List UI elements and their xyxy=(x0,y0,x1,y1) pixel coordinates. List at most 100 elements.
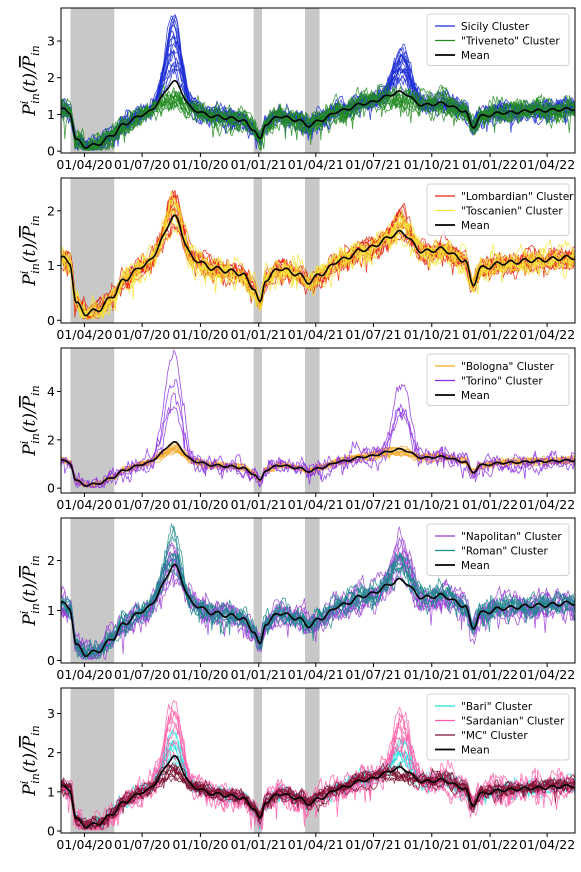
x-tick-label: 01/01/21 xyxy=(231,837,287,852)
series-line-3-10 xyxy=(61,771,575,831)
x-tick-label: 01/10/20 xyxy=(172,157,228,172)
series-group xyxy=(61,13,575,152)
legend-entry: Mean xyxy=(461,50,490,62)
y-label-part: in xyxy=(29,433,42,444)
y-label-part: in xyxy=(29,45,42,56)
x-tick-label: 01/04/20 xyxy=(56,497,112,512)
shaded-period-1 xyxy=(70,348,115,493)
plot-frame xyxy=(60,687,576,834)
x-tick-label: 01/04/21 xyxy=(288,837,344,852)
y-label-part: (t)/ xyxy=(20,745,40,773)
x-tick-label: 01/07/21 xyxy=(345,667,401,682)
legend: "Bari" Cluster "Sardanian" Cluster "MC" Cl… xyxy=(426,693,570,761)
x-tick-label: 01/07/21 xyxy=(345,157,401,172)
legend: "Bologna" Cluster "Torino" Cluster Mean xyxy=(426,353,570,406)
y-axis-label: Piin(t)/Pin xyxy=(18,215,42,286)
legend-box xyxy=(426,353,570,406)
x-tick-label: 01/04/22 xyxy=(519,837,575,852)
mean-line xyxy=(61,214,575,317)
y-label-part: in xyxy=(29,215,42,226)
series-line-2-11 xyxy=(61,85,575,152)
y-label-part: (t)/ xyxy=(20,405,40,433)
shaded-period-1 xyxy=(70,688,115,833)
x-tick-label: 01/07/20 xyxy=(114,667,170,682)
series-line-2-6 xyxy=(61,211,575,320)
series-line-2-2 xyxy=(61,522,575,655)
shaded-period-2 xyxy=(253,348,262,493)
plot-frame xyxy=(60,7,576,154)
legend-entry: Mean xyxy=(461,220,490,232)
legend-entry: "Sardanian" Cluster xyxy=(461,715,565,727)
y-tick-label: 1 xyxy=(47,107,55,122)
y-label-part: P xyxy=(20,614,40,627)
series-line-2-8 xyxy=(61,190,575,320)
x-tick-label: 01/01/22 xyxy=(462,667,518,682)
x-tick-label: 01/07/21 xyxy=(345,497,401,512)
plot-frame xyxy=(60,517,576,664)
y-axis-label: Piin(t)/Pin xyxy=(18,555,42,626)
y-tick-label: 3 xyxy=(47,706,55,721)
y-label-part: in xyxy=(29,555,42,566)
y-tick-label: 0 xyxy=(47,144,55,159)
shaded-period-2 xyxy=(253,688,262,833)
legend: Sicily Cluster "Triveneto" Cluster Mean xyxy=(426,13,570,66)
shaded-period-3 xyxy=(305,688,320,833)
series-group xyxy=(61,522,575,661)
legend-entry: "Bari" Cluster xyxy=(461,701,533,713)
x-tick-label: 01/10/21 xyxy=(404,667,460,682)
y-label-part: in xyxy=(29,263,42,274)
x-tick-label: 01/04/21 xyxy=(288,667,344,682)
y-tick-label: 2 xyxy=(47,203,55,218)
series-line-3-6 xyxy=(61,762,575,829)
mean-line xyxy=(61,563,575,658)
x-tick-label: 01/04/20 xyxy=(56,837,112,852)
x-tick-label: 01/10/21 xyxy=(404,157,460,172)
y-tick-label: 0 xyxy=(47,653,55,668)
y-label-part: P xyxy=(20,444,40,457)
y-label-part: P xyxy=(20,395,40,408)
x-tick-label: 01/07/20 xyxy=(114,837,170,852)
y-label-part: (t)/ xyxy=(20,575,40,603)
legend-entry: "Torino" Cluster xyxy=(461,375,543,387)
x-tick-label: 01/04/21 xyxy=(288,157,344,172)
x-tick-label: 01/01/21 xyxy=(231,667,287,682)
legend-entry: Mean xyxy=(461,390,490,402)
y-label-part: P xyxy=(20,225,40,238)
x-tick-label: 01/04/21 xyxy=(288,327,344,342)
x-tick-label: 01/07/20 xyxy=(114,157,170,172)
y-tick-label: 0 xyxy=(47,313,55,328)
x-tick-label: 01/07/21 xyxy=(345,837,401,852)
legend-entry: "Napolitan" Cluster xyxy=(461,531,562,543)
y-label-part: i xyxy=(18,271,31,275)
x-tick-label: 01/04/20 xyxy=(56,667,112,682)
y-label-part: i xyxy=(18,611,31,615)
y-tick-label: 0 xyxy=(47,481,55,496)
legend-entry: "Triveneto" Cluster xyxy=(461,35,560,47)
series-line-2-10 xyxy=(61,90,575,151)
plot-frame xyxy=(60,347,576,494)
x-tick-label: 01/04/21 xyxy=(288,497,344,512)
x-tick-label: 01/07/20 xyxy=(114,327,170,342)
series-line-2-8 xyxy=(61,535,575,660)
y-tick-label: 2 xyxy=(47,432,55,447)
x-tick-label: 01/01/22 xyxy=(462,837,518,852)
x-tick-label: 01/10/20 xyxy=(172,667,228,682)
y-label-part: P xyxy=(20,55,40,68)
y-tick-label: 1 xyxy=(47,603,55,618)
x-tick-label: 01/10/20 xyxy=(172,327,228,342)
y-tick-label: 3 xyxy=(47,34,55,49)
x-tick-label: 01/10/21 xyxy=(404,327,460,342)
y-label-part: P xyxy=(20,784,40,797)
x-tick-label: 01/01/21 xyxy=(231,157,287,172)
mean-line xyxy=(61,754,575,829)
mean-line xyxy=(61,440,575,487)
series-line-3-9 xyxy=(61,766,575,828)
series-group xyxy=(61,349,575,489)
series-line-2-4 xyxy=(61,406,575,489)
legend: "Napolitan" Cluster "Roman" Cluster Mean xyxy=(426,523,570,576)
y-label-part: P xyxy=(20,104,40,117)
